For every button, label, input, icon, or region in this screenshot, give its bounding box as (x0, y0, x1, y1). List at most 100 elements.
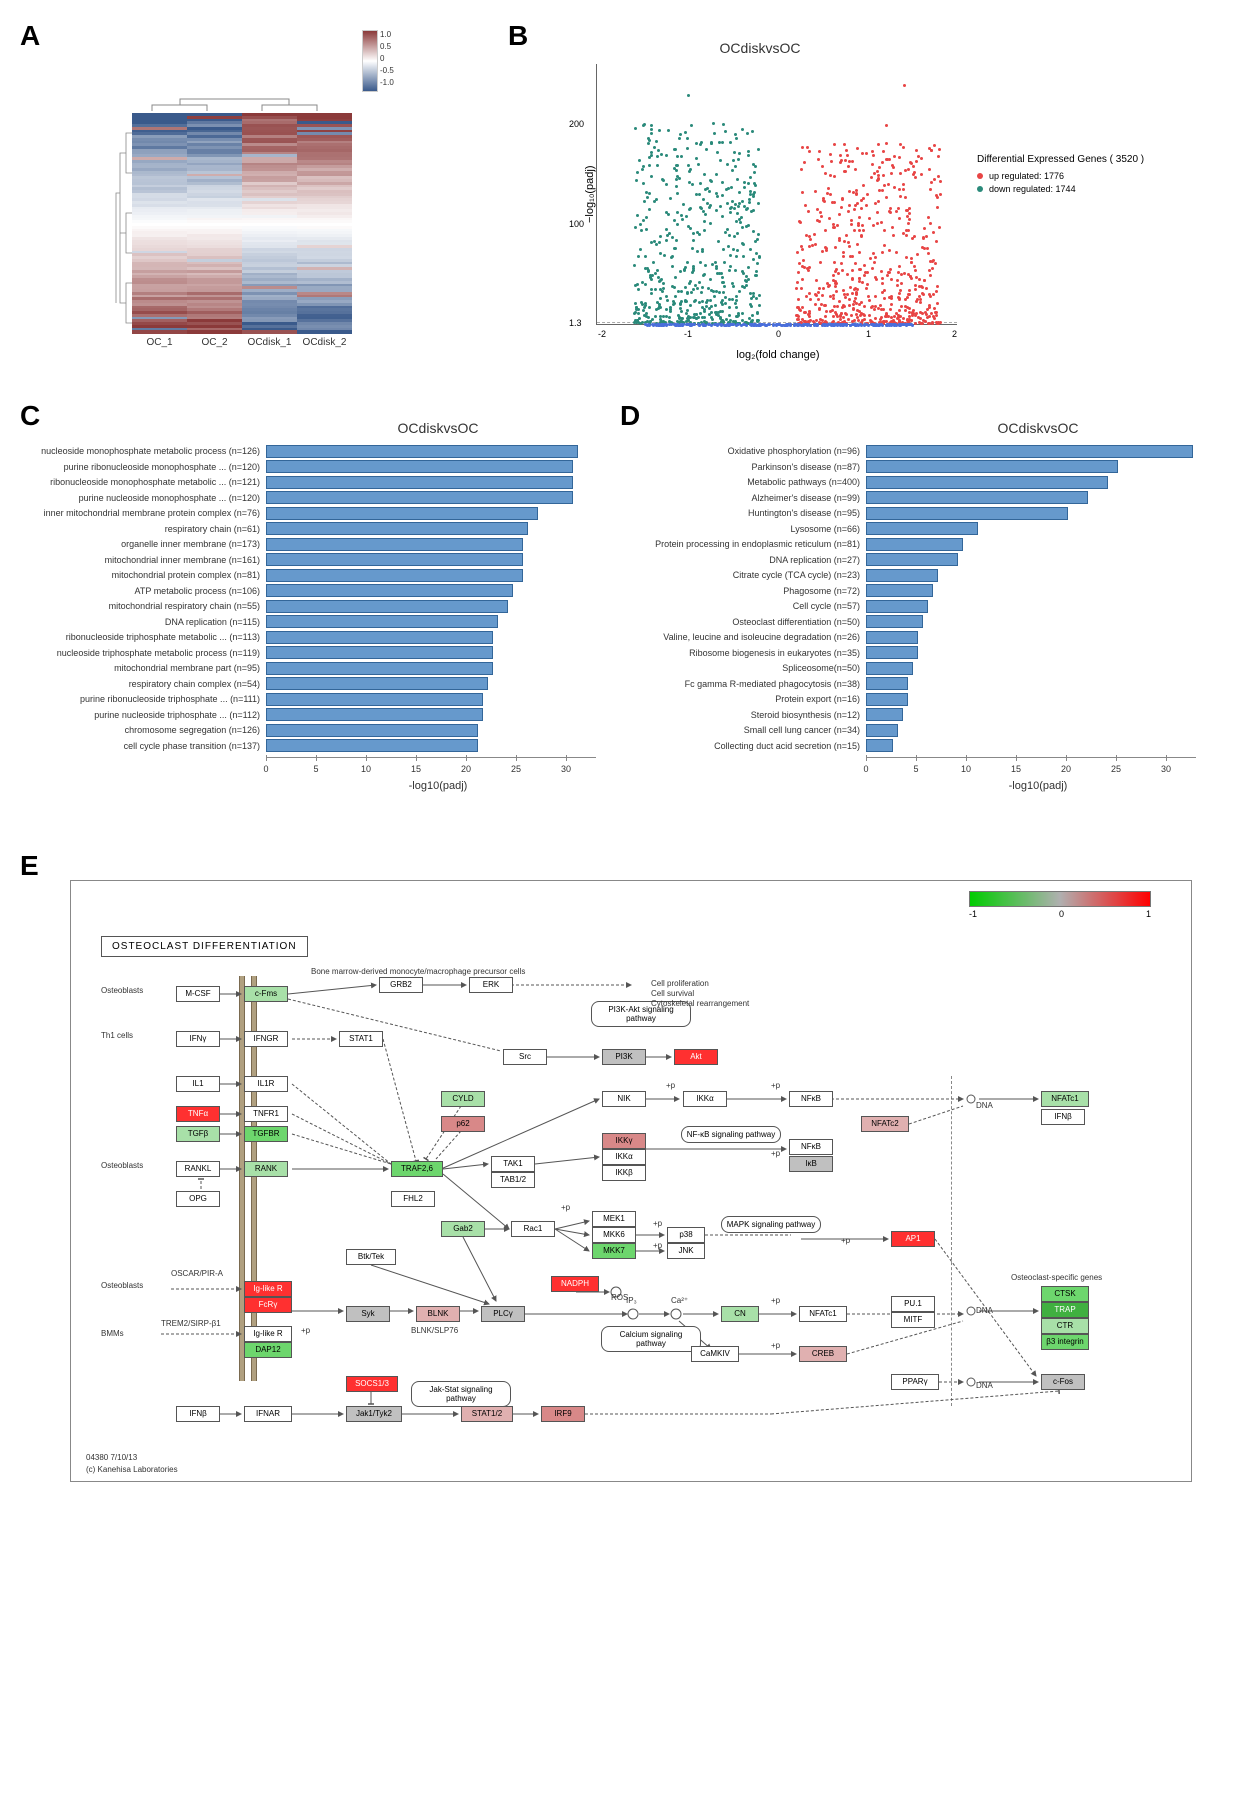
pathway-node-Gab2: Gab2 (441, 1221, 485, 1237)
bar-row: Parkinson's disease (n=87) (630, 460, 1210, 474)
pathway-diagram: -1 0 1 OSTEOCLAST DIFFERENTIATION Bone m… (70, 880, 1192, 1482)
pathway-node-NADPH: NADPH (551, 1276, 599, 1292)
pathway-node-MITF: MITF (891, 1312, 935, 1328)
pathway-node-PLCy: PLCγ (481, 1306, 525, 1322)
pathway-node-TRAP: TRAP (1041, 1302, 1089, 1318)
pathway-node-cFos: c-Fos (1041, 1374, 1085, 1390)
bar-row: DNA replication (n=115) (30, 615, 610, 629)
pathway-node-TGFb: TGFβ (176, 1126, 220, 1142)
bar-row: ribonucleoside monophosphate metabolic .… (30, 475, 610, 489)
bar-row: Metabolic pathways (n=400) (630, 475, 1210, 489)
pathway-node-CaMKIV: CaMKIV (691, 1346, 739, 1362)
pathway-node-TNFa: TNFα (176, 1106, 220, 1122)
pathway-node-IKKa: IKKα (683, 1091, 727, 1107)
pathway-node-IFNGR: IFNGR (244, 1031, 288, 1047)
pathway-node-cFms: c-Fms (244, 986, 288, 1002)
pathway-node-PI3K: PI3K (602, 1049, 646, 1065)
pathway-node-JakTyk: Jak1/Tyk2 (346, 1406, 402, 1422)
bar-row: Collecting duct acid secretion (n=15) (630, 739, 1210, 753)
bar-row: Cell cycle (n=57) (630, 599, 1210, 613)
volcano-panel: OCdiskvsOC −log₁₀(padj) 1.3100200 Differ… (580, 40, 1200, 361)
pathway-node-IglikeR1: Ig-like R (244, 1281, 292, 1297)
pathway-node-NFkB1: NFκB (789, 1091, 833, 1107)
bar-row: DNA replication (n=27) (630, 553, 1210, 567)
pathway-node-Akt: Akt (674, 1049, 718, 1065)
pathway-node-IRF9: IRF9 (541, 1406, 585, 1422)
pathway-node-TAK1: TAK1 (491, 1156, 535, 1172)
pathway-node-FcRy: FcRγ (244, 1297, 292, 1313)
pathway-node-IL1R: IL1R (244, 1076, 288, 1092)
pathway-node-TGFBR: TGFBR (244, 1126, 288, 1142)
pathway-node-CTSK: CTSK (1041, 1286, 1089, 1302)
bar-row: nucleoside monophosphate metabolic proce… (30, 444, 610, 458)
bar-row: Lysosome (n=66) (630, 522, 1210, 536)
pathway-node-p62: p62 (441, 1116, 485, 1132)
pathway-node-ERK: ERK (469, 977, 513, 993)
pathway-node-Syk: Syk (346, 1306, 390, 1322)
pathway-node-NFATc1b: NFATc1 (799, 1306, 847, 1322)
pathway-node-MKK7: MKK7 (592, 1243, 636, 1259)
pathway-node-CYLD: CYLD (441, 1091, 485, 1107)
pathway-node-CTR: CTR (1041, 1318, 1089, 1334)
bar-row: Protein export (n=16) (630, 692, 1210, 706)
pathway-node-FHL2: FHL2 (391, 1191, 435, 1207)
bar-row: Alzheimer's disease (n=99) (630, 491, 1210, 505)
pathway-node-IFNAR: IFNAR (244, 1406, 292, 1422)
pathway-node-PU1: PU.1 (891, 1296, 935, 1312)
pathway-node-SOCS13: SOCS1/3 (346, 1376, 398, 1392)
bar-row: mitochondrial membrane part (n=95) (30, 661, 610, 675)
pathway-node-p38: p38 (667, 1227, 705, 1243)
pathway-node-AP1: AP1 (891, 1231, 935, 1247)
bar-row: purine ribonucleoside monophosphate ... … (30, 460, 610, 474)
panel-b-label: B (508, 20, 528, 52)
pathway-node-Src: Src (503, 1049, 547, 1065)
pathway-node-NIK: NIK (602, 1091, 646, 1107)
bar-row: Osteoclast differentiation (n=50) (630, 615, 1210, 629)
pathway-node-CN: CN (721, 1306, 759, 1322)
pathway-node-MKK6: MKK6 (592, 1227, 636, 1243)
pathway-node-GRB2: GRB2 (379, 977, 423, 993)
bar-row: respiratory chain (n=61) (30, 522, 610, 536)
pathway-node-NFATc1a: NFATc1 (1041, 1091, 1089, 1107)
bar-row: Phagosome (n=72) (630, 584, 1210, 598)
bar-row: Protein processing in endoplasmic reticu… (630, 537, 1210, 551)
bar-row: Ribosome biogenesis in eukaryotes (n=35) (630, 646, 1210, 660)
pathway-node-PPARy: PPARγ (891, 1374, 939, 1390)
bar-row: Valine, leucine and isoleucine degradati… (630, 630, 1210, 644)
bar-row: Huntington's disease (n=95) (630, 506, 1210, 520)
bar-row: Oxidative phosphorylation (n=96) (630, 444, 1210, 458)
pathway-node-IFNb1: IFNβ (1041, 1109, 1085, 1125)
pathway-node-IFNb2: IFNβ (176, 1406, 220, 1422)
pathway-node-TAB12: TAB1/2 (491, 1172, 535, 1188)
pathway-node-STAT12: STAT1/2 (461, 1406, 513, 1422)
panel-a-label: A (20, 20, 40, 52)
pathway-node-RANK: RANK (244, 1161, 288, 1177)
pathway-node-DAP12: DAP12 (244, 1342, 292, 1358)
pathway-node-NFkB2: NFκB (789, 1139, 833, 1155)
pathway-node-IKKy: IKKγ (602, 1133, 646, 1149)
bar-row: purine ribonucleoside triphosphate ... (… (30, 692, 610, 706)
bar-row: cell cycle phase transition (n=137) (30, 739, 610, 753)
bar-row: Steroid biosynthesis (n=12) (630, 708, 1210, 722)
pathway-node-TRAF26: TRAF2,6 (391, 1161, 443, 1177)
bar-row: Citrate cycle (TCA cycle) (n=23) (630, 568, 1210, 582)
bar-row: Fc gamma R-mediated phagocytosis (n=38) (630, 677, 1210, 691)
bar-row: Spliceosome(n=50) (630, 661, 1210, 675)
pathway-node-Rac1: Rac1 (511, 1221, 555, 1237)
bar-row: respiratory chain complex (n=54) (30, 677, 610, 691)
pathway-node-OPG: OPG (176, 1191, 220, 1207)
bar-row: nucleoside triphosphate metabolic proces… (30, 646, 610, 660)
pathway-node-IL1: IL1 (176, 1076, 220, 1092)
pathway-node-STAT1a: STAT1 (339, 1031, 383, 1047)
bar-row: mitochondrial respiratory chain (n=55) (30, 599, 610, 613)
bar-row: purine nucleoside triphosphate ... (n=11… (30, 708, 610, 722)
bar-row: inner mitochondrial membrane protein com… (30, 506, 610, 520)
pathway-node-RANKL: RANKL (176, 1161, 220, 1177)
panel-c-chart: OCdiskvsOC nucleoside monophosphate meta… (30, 420, 610, 792)
pathway-node-JNK: JNK (667, 1243, 705, 1259)
pathway-node-NFATc2: NFATc2 (861, 1116, 909, 1132)
pathway-node-BtkTek: Btk/Tek (346, 1249, 396, 1265)
pathway-node-MEK1: MEK1 (592, 1211, 636, 1227)
bar-row: ATP metabolic process (n=106) (30, 584, 610, 598)
pathway-node-MCSF: M-CSF (176, 986, 220, 1002)
